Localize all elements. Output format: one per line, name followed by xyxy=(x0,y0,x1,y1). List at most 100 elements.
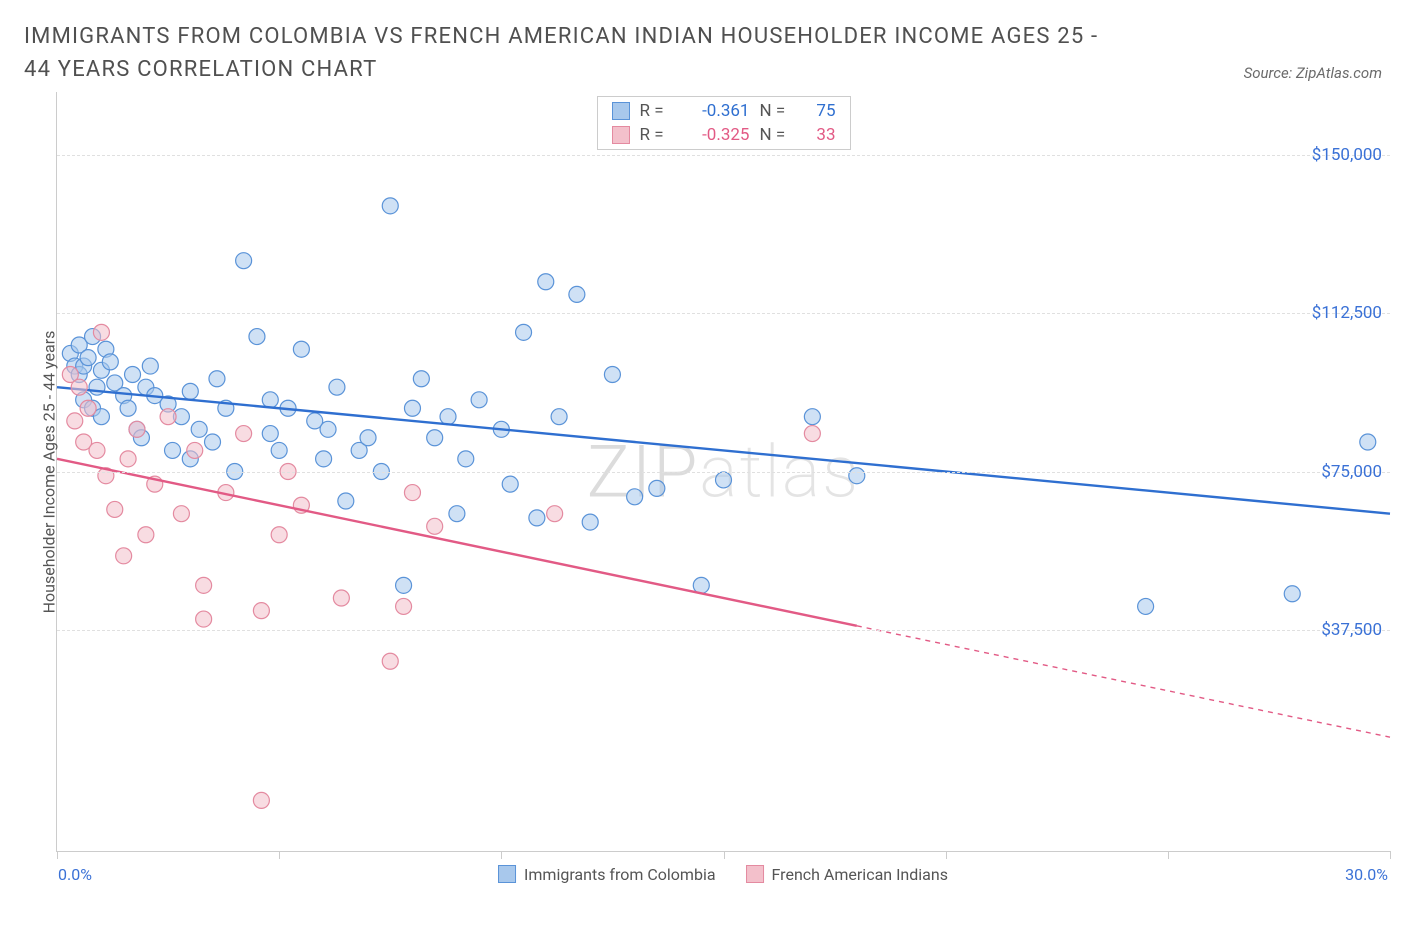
data-point xyxy=(209,371,225,387)
y-tick-label: $37,500 xyxy=(1321,620,1382,640)
data-point xyxy=(205,434,221,450)
data-point xyxy=(716,472,732,488)
data-point xyxy=(125,367,141,383)
data-point xyxy=(427,430,443,446)
data-point xyxy=(102,354,118,370)
data-point xyxy=(236,426,252,442)
data-point xyxy=(253,792,269,808)
trend-line xyxy=(57,387,1390,513)
y-axis-label: Householder Income Ages 25 - 44 years xyxy=(40,330,59,613)
x-axis-min: 0.0% xyxy=(58,865,92,884)
data-point xyxy=(236,253,252,269)
legend-label: Immigrants from Colombia xyxy=(524,865,716,884)
data-point xyxy=(382,198,398,214)
legend-swatch xyxy=(746,865,764,883)
trend-line xyxy=(57,459,857,626)
data-point xyxy=(604,367,620,383)
data-point xyxy=(1360,434,1376,450)
legend-label: French American Indians xyxy=(772,865,948,884)
data-point xyxy=(293,341,309,357)
data-point xyxy=(191,421,207,437)
data-point xyxy=(396,577,412,593)
gridline xyxy=(57,472,1390,473)
x-axis-legend: Immigrants from Colombia French American … xyxy=(498,865,948,884)
y-tick-label: $112,500 xyxy=(1312,303,1382,323)
data-point xyxy=(1284,586,1300,602)
x-tick xyxy=(1390,851,1391,859)
data-point xyxy=(120,451,136,467)
data-point xyxy=(471,392,487,408)
data-point xyxy=(120,400,136,416)
data-point xyxy=(849,468,865,484)
data-point xyxy=(165,442,181,458)
stat-n-value: 33 xyxy=(806,125,836,145)
data-point xyxy=(333,590,349,606)
x-axis: 0.0% Immigrants from Colombia French Amer… xyxy=(56,856,1390,892)
data-point xyxy=(271,442,287,458)
data-point xyxy=(80,350,96,366)
data-point xyxy=(547,506,563,522)
data-point xyxy=(89,379,105,395)
gridline xyxy=(57,313,1390,314)
data-point xyxy=(129,421,145,437)
gridline xyxy=(57,155,1390,156)
data-point xyxy=(1138,598,1154,614)
series-legend-item: Immigrants from Colombia xyxy=(498,865,716,884)
data-point xyxy=(458,451,474,467)
data-point xyxy=(502,476,518,492)
data-point xyxy=(67,413,83,429)
legend-swatch xyxy=(612,102,630,120)
stat-n-value: 75 xyxy=(806,101,836,121)
data-point xyxy=(329,379,345,395)
data-point xyxy=(551,409,567,425)
data-point xyxy=(262,392,278,408)
series-legend-item: French American Indians xyxy=(746,865,948,884)
stat-r-label: R = xyxy=(640,101,676,121)
data-point xyxy=(93,324,109,340)
data-point xyxy=(142,358,158,374)
data-point xyxy=(404,400,420,416)
data-point xyxy=(538,274,554,290)
data-point xyxy=(107,501,123,517)
data-point xyxy=(116,548,132,564)
data-point xyxy=(693,577,709,593)
data-point xyxy=(249,329,265,345)
legend-swatch xyxy=(612,126,630,144)
data-point xyxy=(316,451,332,467)
data-point xyxy=(413,371,429,387)
legend-swatch xyxy=(498,865,516,883)
data-point xyxy=(516,324,532,340)
data-point xyxy=(449,506,465,522)
y-tick-label: $150,000 xyxy=(1312,145,1382,165)
data-point xyxy=(71,379,87,395)
data-point xyxy=(649,480,665,496)
stat-n-label: N = xyxy=(760,101,796,121)
data-point xyxy=(89,442,105,458)
source-attribution: Source: ZipAtlas.com xyxy=(1244,64,1382,86)
data-point xyxy=(173,506,189,522)
data-point xyxy=(262,426,278,442)
stat-legend-row: R =-0.361N =75 xyxy=(612,99,836,123)
data-point xyxy=(440,409,456,425)
data-point xyxy=(80,400,96,416)
gridline xyxy=(57,630,1390,631)
data-point xyxy=(582,514,598,530)
data-point xyxy=(253,603,269,619)
data-point xyxy=(196,611,212,627)
chart-title: IMMIGRANTS FROM COLOMBIA VS FRENCH AMERI… xyxy=(24,20,1124,86)
x-axis-max: 30.0% xyxy=(1345,865,1388,884)
data-point xyxy=(360,430,376,446)
data-point xyxy=(529,510,545,526)
data-point xyxy=(182,383,198,399)
trend-line-extrapolated xyxy=(857,626,1390,737)
stat-r-value: -0.325 xyxy=(686,125,750,145)
stat-n-label: N = xyxy=(760,125,796,145)
data-point xyxy=(338,493,354,509)
stat-r-label: R = xyxy=(640,125,676,145)
data-point xyxy=(427,518,443,534)
stat-legend-row: R = -0.325 N = 33 xyxy=(612,123,836,147)
data-point xyxy=(569,286,585,302)
stat-legend: R =-0.361N =75R =-0.325N =33 xyxy=(597,96,851,150)
data-point xyxy=(271,527,287,543)
y-tick-label: $75,000 xyxy=(1321,462,1382,482)
